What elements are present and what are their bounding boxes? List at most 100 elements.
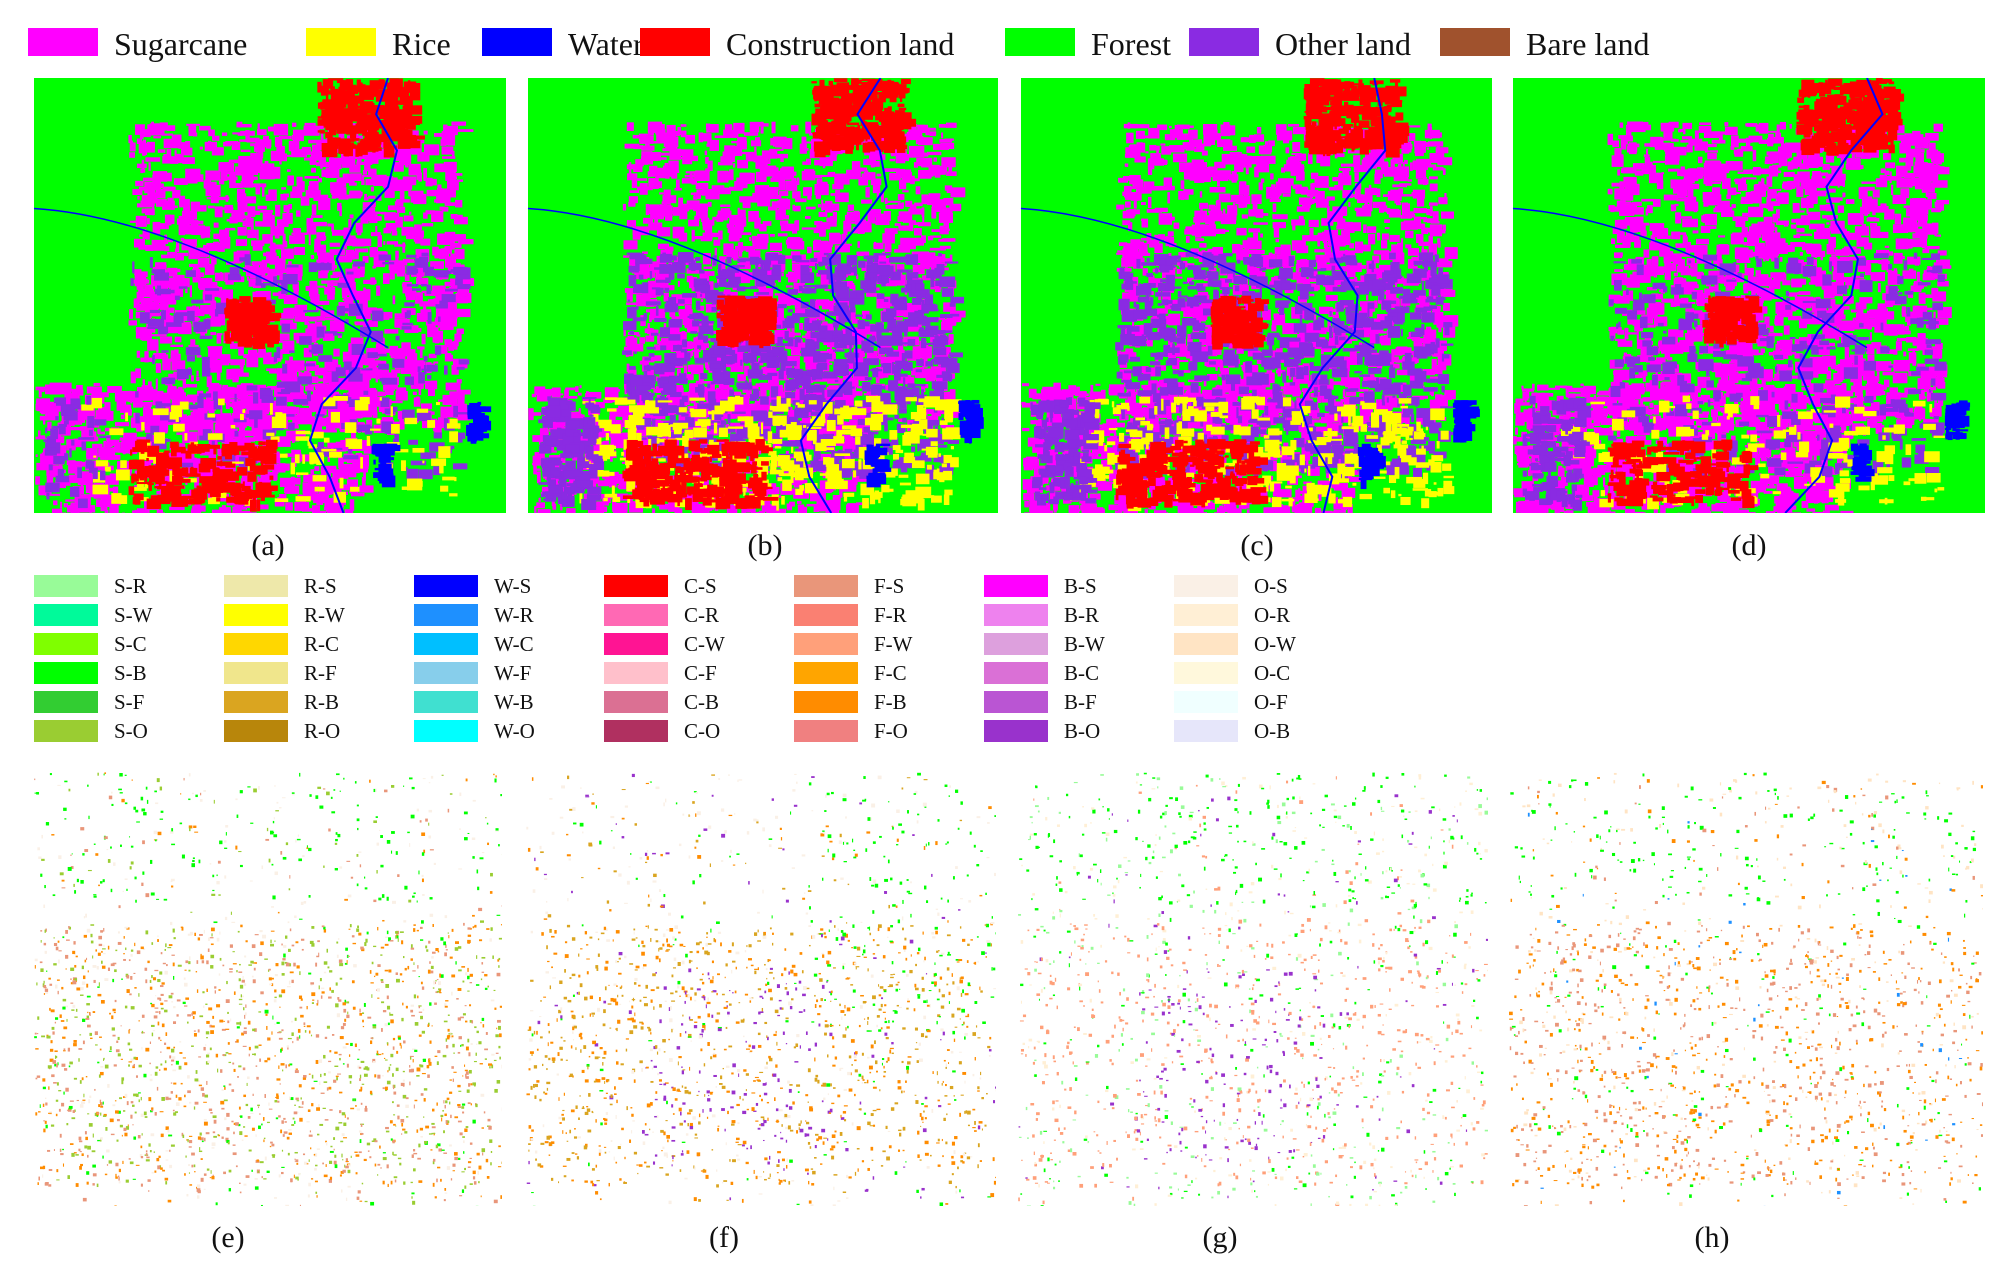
transition-label: O-F xyxy=(1254,688,1288,716)
transition-swatch xyxy=(1174,720,1238,742)
transition-legend-column: B-S B-R B-W B-C B-F B-O xyxy=(984,572,1174,748)
transition-swatch xyxy=(34,604,98,626)
transition-swatch xyxy=(414,633,478,655)
transition-swatch xyxy=(414,691,478,713)
caption-b: (b) xyxy=(725,528,805,564)
transition-label: S-F xyxy=(114,688,144,716)
change-map-g xyxy=(1018,772,1488,1206)
transition-label: C-F xyxy=(684,659,717,687)
transition-label: R-C xyxy=(304,630,339,658)
map-canvas xyxy=(526,772,996,1206)
transition-legend-item-c-r: C-R xyxy=(604,601,794,629)
transition-swatch xyxy=(1174,633,1238,655)
transition-legend-item-s-c: S-C xyxy=(34,630,224,658)
transition-label: O-W xyxy=(1254,630,1296,658)
map-canvas xyxy=(1018,772,1488,1206)
map-canvas xyxy=(1513,78,1985,513)
transition-swatch xyxy=(984,604,1048,626)
transition-swatch xyxy=(794,575,858,597)
transition-swatch xyxy=(794,633,858,655)
transition-label: F-W xyxy=(874,630,913,658)
transition-swatch xyxy=(984,575,1048,597)
transition-legend-item-o-c: O-C xyxy=(1174,659,1364,687)
transition-legend-item-w-b: W-B xyxy=(414,688,604,716)
transition-legend-item-c-b: C-B xyxy=(604,688,794,716)
transition-label: R-F xyxy=(304,659,337,687)
map-canvas xyxy=(1021,78,1492,513)
transition-swatch xyxy=(34,720,98,742)
transition-swatch xyxy=(224,575,288,597)
transition-swatch xyxy=(224,633,288,655)
legend-label-sugarcane: Sugarcane xyxy=(114,22,247,66)
transition-label: O-R xyxy=(1254,601,1290,629)
change-map-e xyxy=(34,772,502,1206)
transition-label: O-B xyxy=(1254,717,1290,745)
classification-map-c xyxy=(1021,78,1492,513)
transition-legend-item-w-f: W-F xyxy=(414,659,604,687)
transition-swatch xyxy=(414,720,478,742)
transition-label: W-B xyxy=(494,688,534,716)
transition-legend-item-f-w: F-W xyxy=(794,630,984,658)
transition-legend-column: C-S C-R C-W C-F C-B C-O xyxy=(604,572,794,748)
transition-legend-item-s-o: S-O xyxy=(34,717,224,745)
transition-legend-item-w-c: W-C xyxy=(414,630,604,658)
transition-legend-item-s-f: S-F xyxy=(34,688,224,716)
change-map-h xyxy=(1509,772,1983,1206)
transition-legend-item-o-f: O-F xyxy=(1174,688,1364,716)
transition-swatch xyxy=(604,691,668,713)
transition-swatch xyxy=(794,604,858,626)
transition-swatch xyxy=(34,691,98,713)
transition-swatch xyxy=(1174,691,1238,713)
transition-legend-item-o-b: O-B xyxy=(1174,717,1364,745)
transition-legend-item-r-f: R-F xyxy=(224,659,414,687)
transition-legend-column: F-S F-R F-W F-C F-B F-O xyxy=(794,572,984,748)
transition-label: S-W xyxy=(114,601,153,629)
legend-swatch-forest xyxy=(1005,28,1075,56)
transition-swatch xyxy=(1174,575,1238,597)
map-canvas xyxy=(1509,772,1983,1206)
transition-swatch xyxy=(224,691,288,713)
legend-swatch-rice xyxy=(306,28,376,56)
transition-legend-column: W-S W-R W-C W-F W-B W-O xyxy=(414,572,604,748)
transition-legend-item-s-r: S-R xyxy=(34,572,224,600)
transition-label: R-O xyxy=(304,717,340,745)
transition-label: C-W xyxy=(684,630,725,658)
transition-legend-item-f-o: F-O xyxy=(794,717,984,745)
transition-legend-item-s-b: S-B xyxy=(34,659,224,687)
legend-label-construction: Construction land xyxy=(726,22,954,66)
transition-swatch xyxy=(984,720,1048,742)
legend-label-water: Water xyxy=(568,22,644,66)
transition-legend-item-f-b: F-B xyxy=(794,688,984,716)
transition-legend-item-w-s: W-S xyxy=(414,572,604,600)
legend-label-forest: Forest xyxy=(1091,22,1171,66)
transition-legend-item-r-o: R-O xyxy=(224,717,414,745)
legend-swatch-sugarcane xyxy=(28,28,98,56)
legend-swatch-construction xyxy=(640,28,710,56)
transition-label: F-O xyxy=(874,717,908,745)
transition-legend-item-c-o: C-O xyxy=(604,717,794,745)
transition-legend-item-b-c: B-C xyxy=(984,659,1174,687)
classification-map-a xyxy=(34,78,506,513)
transition-legend-item-s-w: S-W xyxy=(34,601,224,629)
transition-swatch xyxy=(34,662,98,684)
transition-label: B-W xyxy=(1064,630,1105,658)
transition-swatch xyxy=(984,662,1048,684)
legend-swatch-bare xyxy=(1440,28,1510,56)
transition-legend-item-c-f: C-F xyxy=(604,659,794,687)
transition-legend-item-o-s: O-S xyxy=(1174,572,1364,600)
transition-swatch xyxy=(984,691,1048,713)
transition-legend-item-o-w: O-W xyxy=(1174,630,1364,658)
transition-label: S-C xyxy=(114,630,147,658)
transition-swatch xyxy=(1174,662,1238,684)
transition-swatch xyxy=(794,662,858,684)
transition-label: C-O xyxy=(684,717,720,745)
caption-d: (d) xyxy=(1709,528,1789,564)
transition-label: W-R xyxy=(494,601,534,629)
transition-legend-item-r-w: R-W xyxy=(224,601,414,629)
transition-swatch xyxy=(794,691,858,713)
transition-label: O-C xyxy=(1254,659,1290,687)
transition-legend-item-r-c: R-C xyxy=(224,630,414,658)
transition-label: R-S xyxy=(304,572,337,600)
classification-map-b xyxy=(528,78,998,513)
transition-label: S-B xyxy=(114,659,147,687)
